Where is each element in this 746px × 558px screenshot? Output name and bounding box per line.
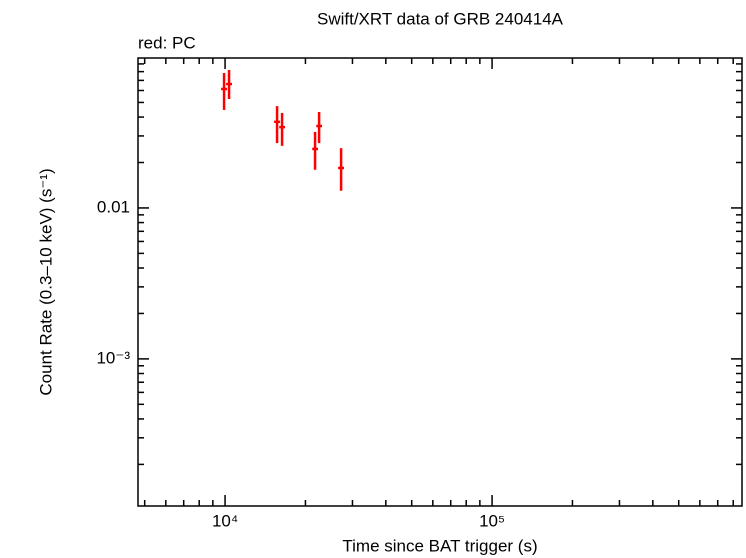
y-axis-label: Count Rate (0.3–10 keV) (s⁻¹) xyxy=(36,168,55,395)
x-tick-label: 10⁵ xyxy=(479,511,505,530)
x-axis-label: Time since BAT trigger (s) xyxy=(342,536,537,555)
plot-frame xyxy=(137,57,743,507)
annotation: red: PC xyxy=(138,33,196,52)
y-tick-label: 10⁻³ xyxy=(96,348,130,367)
x-tick-label: 10⁴ xyxy=(212,511,238,530)
y-tick-label: 0.01 xyxy=(97,197,130,216)
chart-title: Swift/XRT data of GRB 240414A xyxy=(317,9,564,28)
